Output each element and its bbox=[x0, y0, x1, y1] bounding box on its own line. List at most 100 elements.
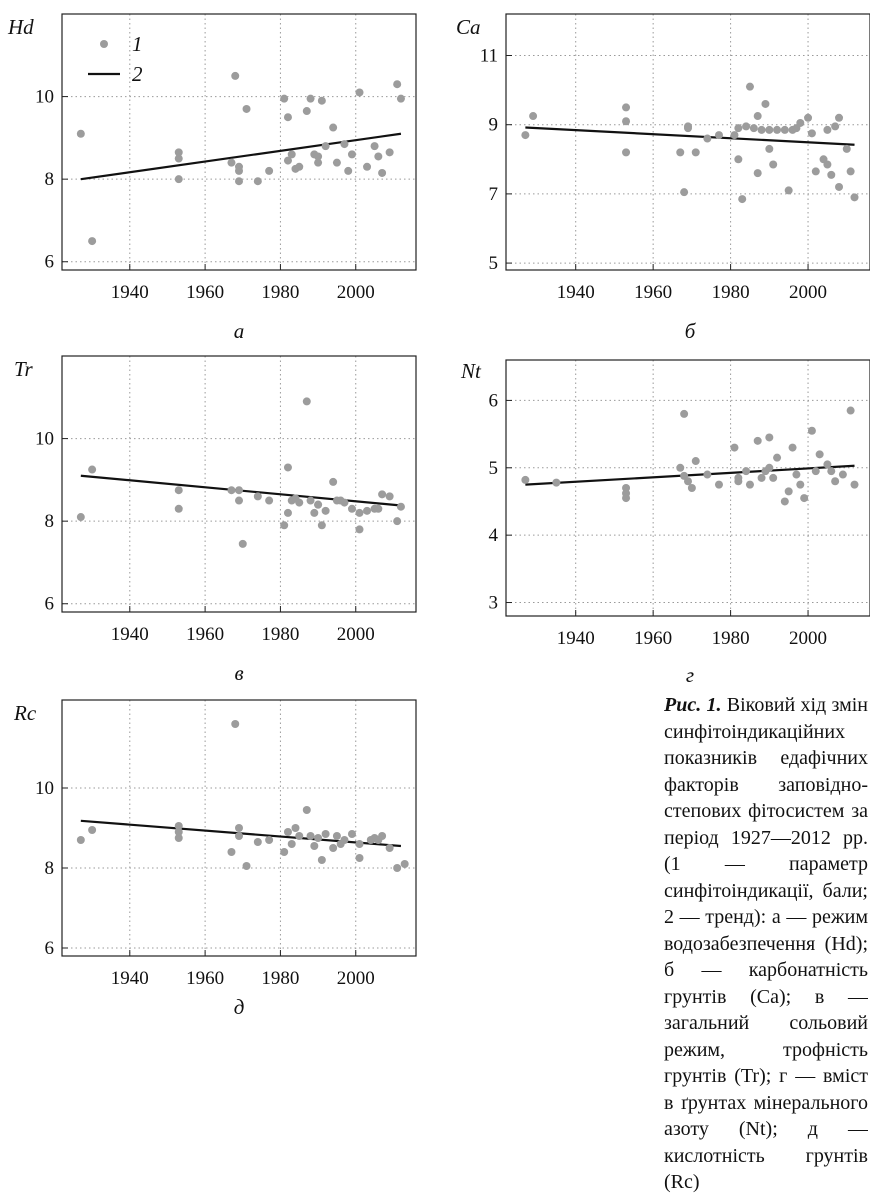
data-point bbox=[348, 150, 356, 158]
data-point bbox=[715, 481, 723, 489]
data-point bbox=[333, 159, 341, 167]
x-tick-label: 1980 bbox=[712, 628, 750, 649]
data-point bbox=[295, 163, 303, 171]
data-point bbox=[692, 148, 700, 156]
data-point bbox=[348, 505, 356, 513]
data-point bbox=[847, 407, 855, 415]
data-point bbox=[235, 497, 243, 505]
x-tick-label: 1980 bbox=[261, 968, 299, 989]
x-tick-label: 1940 bbox=[111, 624, 149, 645]
data-point bbox=[758, 474, 766, 482]
x-tick-label: 1960 bbox=[186, 968, 224, 989]
data-point bbox=[333, 832, 341, 840]
data-point bbox=[684, 124, 692, 132]
data-point bbox=[356, 840, 364, 848]
data-point bbox=[843, 145, 851, 153]
data-point bbox=[839, 471, 847, 479]
y-tick-label: 6 bbox=[489, 390, 499, 411]
data-point bbox=[823, 160, 831, 168]
data-point bbox=[344, 167, 352, 175]
data-point bbox=[175, 486, 183, 494]
data-point bbox=[235, 177, 243, 185]
data-point bbox=[827, 171, 835, 179]
data-point bbox=[288, 840, 296, 848]
data-point bbox=[831, 122, 839, 130]
data-point bbox=[378, 832, 386, 840]
y-tick-label: 8 bbox=[45, 169, 55, 190]
data-point bbox=[393, 864, 401, 872]
data-point bbox=[356, 509, 364, 517]
data-point bbox=[231, 720, 239, 728]
data-point bbox=[397, 503, 405, 511]
data-point bbox=[386, 148, 394, 156]
data-point bbox=[265, 167, 273, 175]
data-point bbox=[715, 131, 723, 139]
x-tick-label: 2000 bbox=[337, 968, 375, 989]
data-point bbox=[356, 525, 364, 533]
y-tick-label: 11 bbox=[480, 46, 498, 67]
data-point bbox=[781, 126, 789, 134]
y-tick-label: 5 bbox=[489, 458, 499, 479]
data-point bbox=[231, 72, 239, 80]
data-point bbox=[680, 188, 688, 196]
data-point bbox=[254, 492, 262, 500]
x-tick-label: 1980 bbox=[261, 282, 299, 303]
caption-label: Рис. 1. bbox=[664, 694, 721, 716]
data-point bbox=[322, 507, 330, 515]
y-tick-label: 8 bbox=[45, 511, 55, 532]
data-point bbox=[235, 824, 243, 832]
panel-letter: в bbox=[234, 661, 243, 685]
data-point bbox=[754, 437, 762, 445]
data-point bbox=[529, 112, 537, 120]
legend-label-1: 1 bbox=[132, 32, 143, 56]
y-tick-label: 6 bbox=[45, 594, 55, 615]
data-point bbox=[307, 95, 315, 103]
data-point bbox=[318, 97, 326, 105]
data-point bbox=[812, 167, 820, 175]
data-point bbox=[265, 836, 273, 844]
data-point bbox=[521, 476, 529, 484]
data-point bbox=[393, 517, 401, 525]
data-point bbox=[785, 487, 793, 495]
data-point bbox=[703, 471, 711, 479]
y-tick-label: 4 bbox=[489, 525, 499, 546]
data-point bbox=[393, 80, 401, 88]
data-point bbox=[773, 454, 781, 462]
y-axis-label: Ca bbox=[456, 15, 481, 39]
data-point bbox=[692, 457, 700, 465]
y-tick-label: 10 bbox=[35, 87, 54, 108]
data-point bbox=[401, 860, 409, 868]
data-point bbox=[235, 486, 243, 494]
data-point bbox=[773, 126, 781, 134]
x-tick-label: 1980 bbox=[261, 624, 299, 645]
data-point bbox=[746, 481, 754, 489]
data-point bbox=[688, 484, 696, 492]
data-point bbox=[680, 410, 688, 418]
y-tick-label: 10 bbox=[35, 429, 54, 450]
data-point bbox=[77, 836, 85, 844]
data-point bbox=[804, 114, 812, 122]
data-point bbox=[742, 122, 750, 130]
data-point bbox=[356, 854, 364, 862]
data-point bbox=[835, 183, 843, 191]
data-point bbox=[371, 142, 379, 150]
data-point bbox=[851, 193, 859, 201]
data-point bbox=[676, 464, 684, 472]
data-point bbox=[284, 113, 292, 121]
data-point bbox=[796, 119, 804, 127]
data-point bbox=[808, 427, 816, 435]
data-point bbox=[769, 160, 777, 168]
data-point bbox=[284, 509, 292, 517]
x-tick-label: 1940 bbox=[557, 282, 595, 303]
data-point bbox=[175, 175, 183, 183]
data-point bbox=[378, 169, 386, 177]
y-tick-label: 6 bbox=[45, 938, 55, 959]
data-point bbox=[329, 478, 337, 486]
x-tick-label: 1960 bbox=[186, 624, 224, 645]
data-point bbox=[789, 444, 797, 452]
x-tick-label: 2000 bbox=[337, 624, 375, 645]
data-point bbox=[386, 492, 394, 500]
data-point bbox=[318, 856, 326, 864]
data-point bbox=[175, 822, 183, 830]
legend: 12 bbox=[88, 32, 143, 86]
